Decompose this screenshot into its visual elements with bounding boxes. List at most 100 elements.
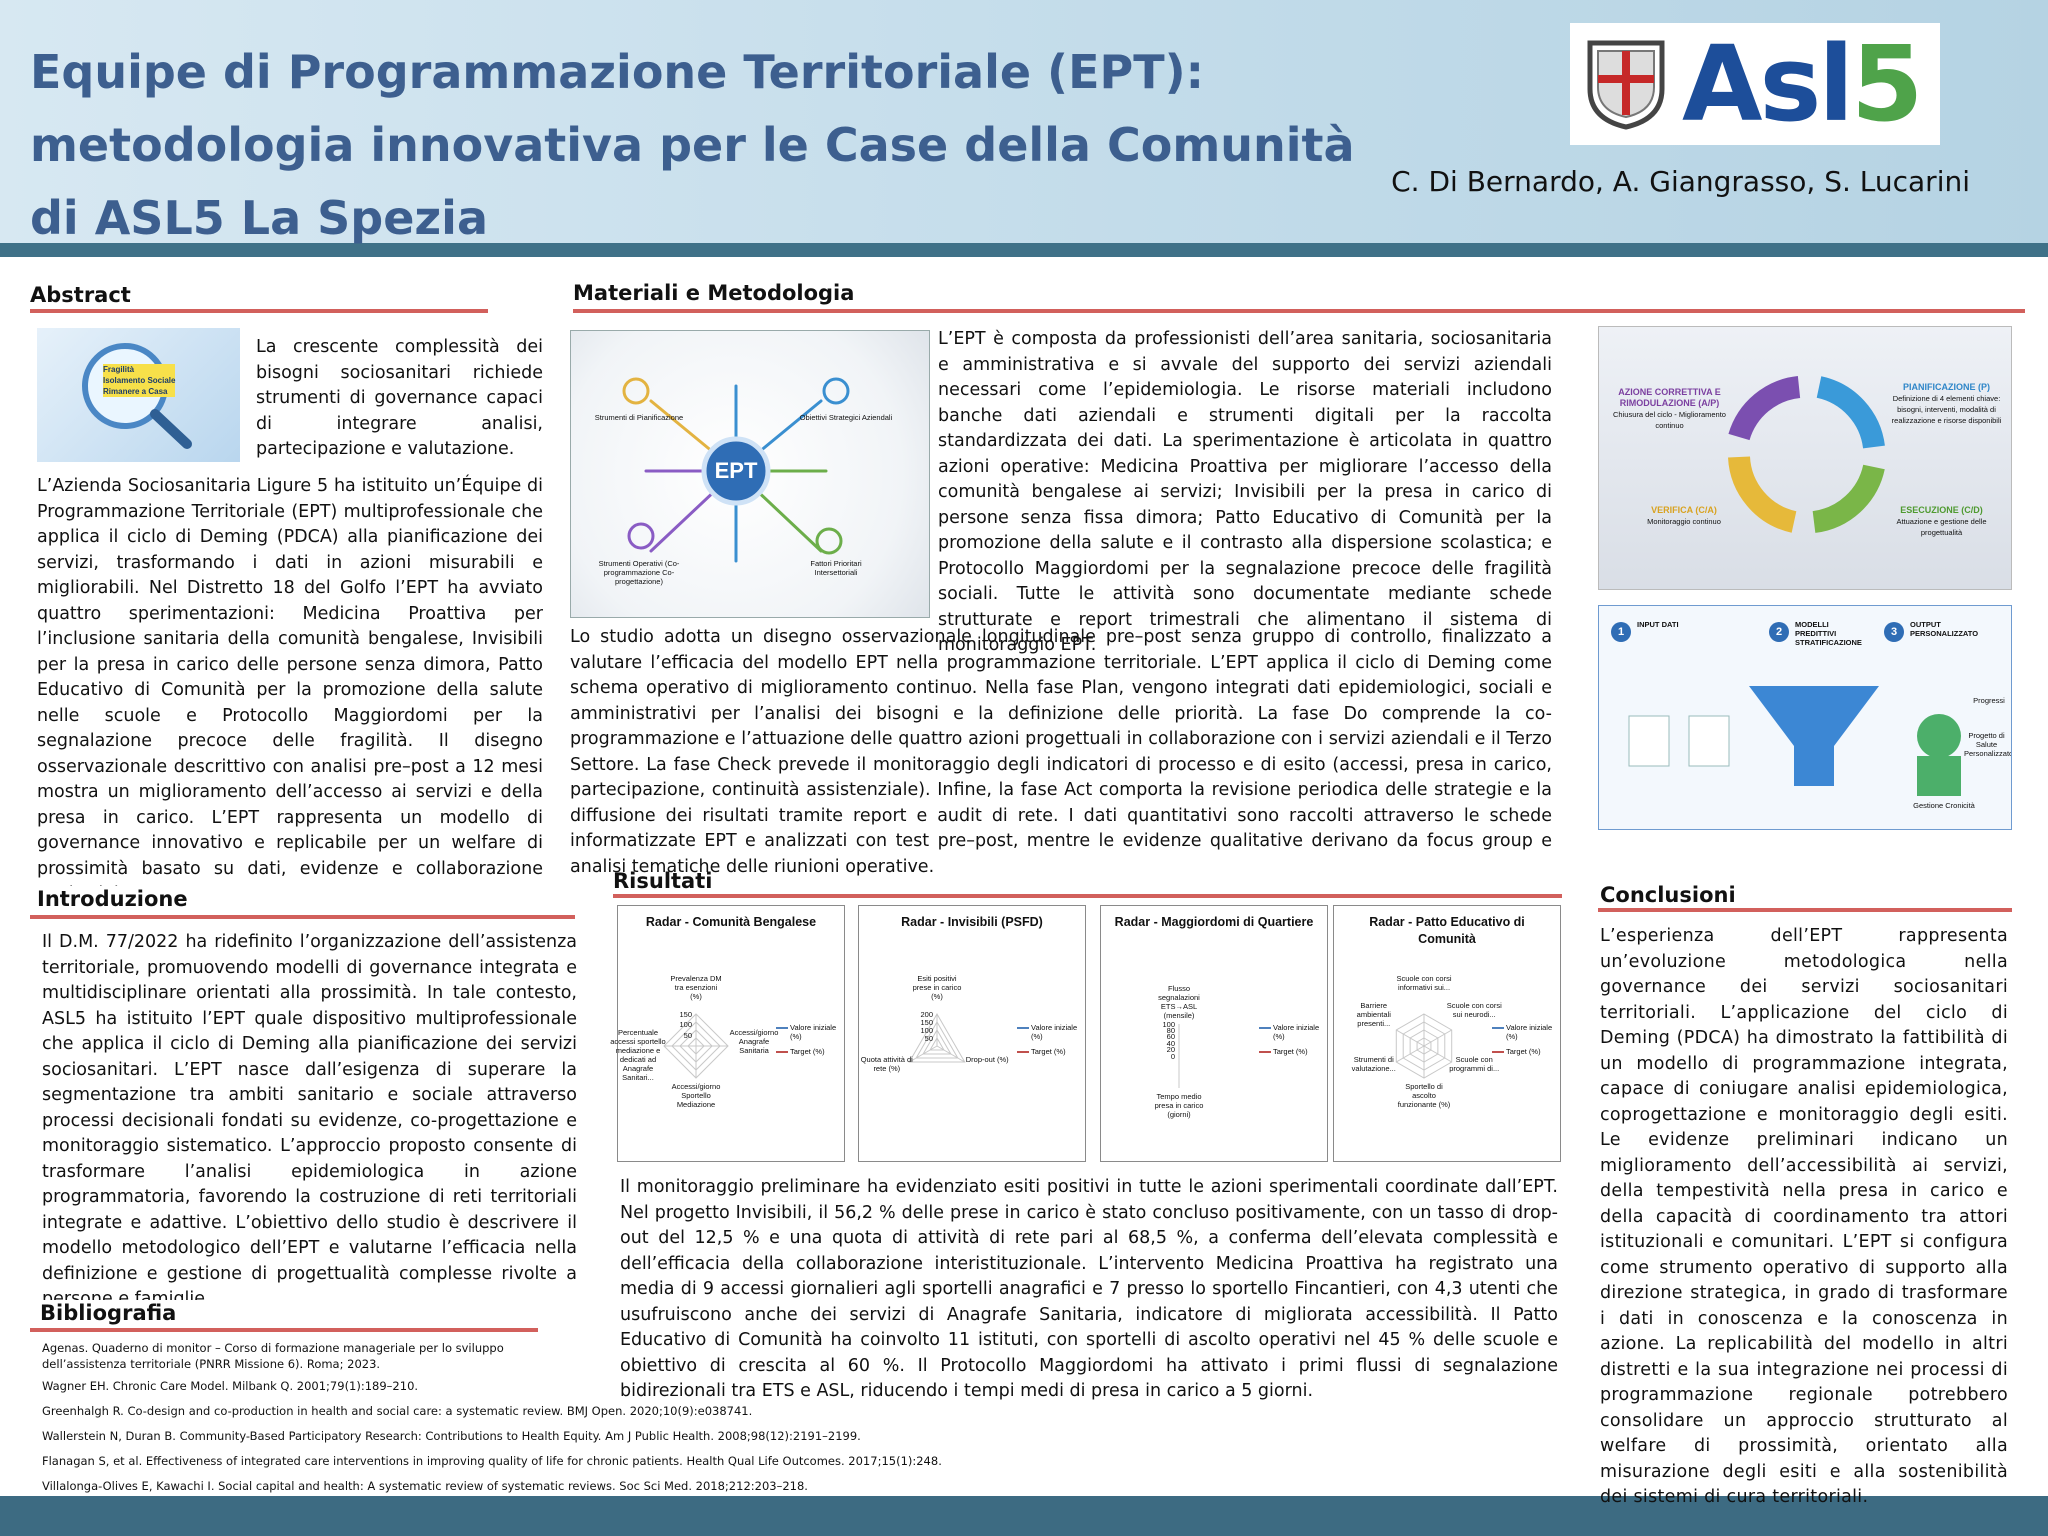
section-heading: Materiali e Metodologia — [573, 281, 855, 305]
section-heading: Risultati — [613, 869, 713, 893]
funnel-side-label: Progetto di Salute Personalizzato — [1964, 731, 2012, 758]
pdca-phase-title: ESECUZIONE (C/D) — [1900, 505, 1983, 515]
logo: Asl5 — [1570, 23, 1940, 145]
section-heading: Introduzione — [37, 886, 188, 912]
logo-letters: Asl — [1682, 23, 1854, 145]
radar-plot — [663, 1013, 788, 1079]
image-labels: Fragilità Isolamento Sociale Rimanere a … — [103, 364, 176, 397]
footer-bar — [0, 1496, 2048, 1536]
abstract-image: Fragilità Isolamento Sociale Rimanere a … — [37, 328, 240, 462]
ept-label: Strumenti di Pianificazione — [594, 413, 684, 422]
radar-plot — [908, 1013, 1029, 1063]
legend-label: Valore iniziale (%) — [1506, 1023, 1553, 1041]
radar-spoke — [1423, 1029, 1452, 1047]
funnel-side-label: Progressi — [1973, 696, 2005, 705]
radar-axis-label: Percentuale accessi sportello mediazione… — [610, 1028, 666, 1082]
radar-axis-label: Strumenti di valutazione... — [1351, 1055, 1396, 1073]
radar-spoke — [1396, 1045, 1425, 1063]
reference: Greenhalgh R. Co-design and co-productio… — [42, 1404, 753, 1418]
legend-label: Valore iniziale (%) — [1031, 1023, 1078, 1041]
radar-tick-label: 150 — [679, 1009, 692, 1019]
logo-shield — [1587, 40, 1665, 130]
radar-tick-label: 0 — [1170, 1051, 1175, 1061]
logo-digit: 5 — [1851, 23, 1923, 145]
radar-axis-label: Quota attività di rete (%) — [860, 1055, 913, 1073]
radar-title: Radar - Maggiordomi di Quartiere — [1114, 915, 1314, 929]
ept-arrows — [622, 377, 850, 563]
legend-label: Target (%) — [1506, 1047, 1541, 1056]
legend-label: Target (%) — [1273, 1047, 1308, 1056]
radar-ring — [929, 1036, 945, 1051]
radar-plot — [1178, 1024, 1271, 1088]
results-body: Il monitoraggio preliminare ha evidenzia… — [620, 1177, 1558, 1401]
step-number: 2 — [1769, 622, 1789, 642]
reference: Wallerstein N, Duran B. Community-Based … — [42, 1429, 861, 1443]
image-label: Fragilità — [103, 364, 176, 375]
funnel-shape — [1628, 686, 1961, 796]
reference: Villalonga-Olives E, Kawachi I. Social c… — [42, 1479, 808, 1493]
step-label: MODELLI PREDITTIVI STRATIFICAZIONE — [1795, 620, 1862, 647]
pdca-phase: PIANIFICAZIONE (P) Definizione di 4 elem… — [1884, 382, 2009, 426]
title-line: di ASL5 La Spezia — [30, 191, 488, 245]
radar-tick-label: 50 — [683, 1030, 692, 1040]
conclusions-body: L’esperienza dell’EPT rappresenta un’evo… — [1600, 926, 2008, 1507]
radar-axis-label: Tempo medio presa in carico (giorni) — [1154, 1092, 1204, 1119]
legend-label: Target (%) — [1031, 1047, 1066, 1056]
radar-axis-label: Accessi/giorno Sportello Mediazione — [671, 1082, 721, 1109]
introduction-body: Il D.M. 77/2022 ha ridefinito l’organizz… — [42, 932, 577, 1300]
materials-full-text: Lo studio adotta un disegno osservaziona… — [570, 627, 1552, 877]
pdca-phase: AZIONE CORRETTIVA E RIMODULAZIONE (A/P) … — [1607, 387, 1732, 431]
authors: C. Di Bernardo, A. Giangrasso, S. Lucari… — [1391, 165, 1970, 198]
materials-side-text: L’EPT è composta da professionisti dell’… — [938, 329, 1552, 655]
heading-rule — [573, 309, 2025, 313]
funnel-diagram: 1 INPUT DATI 2 MODELLI PREDITTIVI STRATIFIC… — [1598, 605, 2012, 830]
radar-title: Radar - Invisibili (PSFD) — [901, 915, 1043, 929]
radar-axis-label: Prevalenza DM tra esenzioni (%) — [670, 974, 722, 1001]
radar-spoke — [1423, 1045, 1452, 1063]
radar-tick-label: 20 — [1166, 1045, 1175, 1055]
funnel-steps: 1 INPUT DATI 2 MODELLI PREDITTIVI STRATIFIC… — [1599, 606, 2011, 666]
header-bar — [0, 243, 2048, 257]
radar-axis-label: Barriere ambientali presenti... — [1356, 1001, 1391, 1028]
radar-spoke — [936, 1045, 965, 1063]
abstract-lead: La crescente complessità dei bisogni soc… — [256, 337, 543, 459]
heading-rule — [30, 1328, 538, 1332]
reference: Agenas. Quaderno di monitor – Corso di f… — [42, 1341, 504, 1371]
section-heading: Conclusioni — [1600, 883, 1736, 907]
reference: Wagner EH. Chronic Care Model. Milbank Q… — [42, 1379, 419, 1393]
radar-tick-label: 80 — [1166, 1025, 1175, 1035]
radar-title: Radar - Comunità Bengalese — [645, 915, 817, 929]
radar-axis-label: Scuole con corsi sui neurodi... — [1446, 1001, 1502, 1019]
ept-label: Strumenti Operativi (Co-programmazione C… — [598, 559, 680, 586]
funnel-side-label: Gestione Cronicità — [1913, 801, 1975, 810]
radar-axis-label: Scuole con corsi informativi sui... — [1396, 974, 1452, 992]
pdca-phase-title: PIANIFICAZIONE (P) — [1903, 382, 1990, 392]
radar-axis-label: Accessi/giorno Anagrafe Sanitaria — [729, 1028, 779, 1055]
radar-title: Radar - Patto Educativo di Comunità — [1369, 915, 1525, 946]
legend-label: Target (%) — [790, 1047, 825, 1056]
pdca-phase-text: Chiusura del ciclo - Miglioramento conti… — [1613, 410, 1726, 430]
pdca-phase-text: Attuazione e gestione delle progettualit… — [1896, 517, 1987, 537]
section-heading: Abstract — [30, 283, 131, 307]
pdca-phase-text: Monitoraggio continuo — [1647, 517, 1721, 526]
image-label: Isolamento Sociale — [103, 375, 176, 386]
pdca-phase: ESECUZIONE (C/D) Attuazione e gestione d… — [1879, 505, 2004, 538]
pdca-phase: VERIFICA (C/A) Monitoraggio continuo — [1629, 505, 1739, 527]
pdca-cycle — [1728, 376, 1885, 533]
heading-rule — [1598, 908, 2012, 912]
radar-plot — [1395, 1013, 1504, 1079]
radar-axis-label: Drop-out (%) — [965, 1055, 1009, 1064]
pdca-phase-title: VERIFICA (C/A) — [1651, 505, 1717, 515]
radar-chart: Radar - Invisibili (PSFD) Esiti positivi … — [858, 905, 1086, 1162]
ept-label: Fattori Prioritari Intersettoriali — [810, 559, 862, 577]
heading-rule — [613, 894, 1562, 898]
pdca-phase-title: AZIONE CORRETTIVA E RIMODULAZIONE (A/P) — [1618, 387, 1721, 408]
reference-list: Agenas. Quaderno di monitor – Corso di f… — [42, 1340, 942, 1503]
pdca-diagram: AZIONE CORRETTIVA E RIMODULAZIONE (A/P) … — [1598, 326, 2012, 590]
radar-axis-label: Scuole con programmi di... — [1449, 1055, 1500, 1073]
logo-text: Asl5 — [1682, 23, 1923, 145]
ept-label: Obiettivi Strategici Aziendali — [799, 413, 893, 422]
radar-chart: Radar - Patto Educativo di Comunità Scuol… — [1333, 905, 1561, 1162]
radar-ring — [915, 1020, 959, 1059]
legend-label: Valore iniziale (%) — [790, 1023, 837, 1041]
